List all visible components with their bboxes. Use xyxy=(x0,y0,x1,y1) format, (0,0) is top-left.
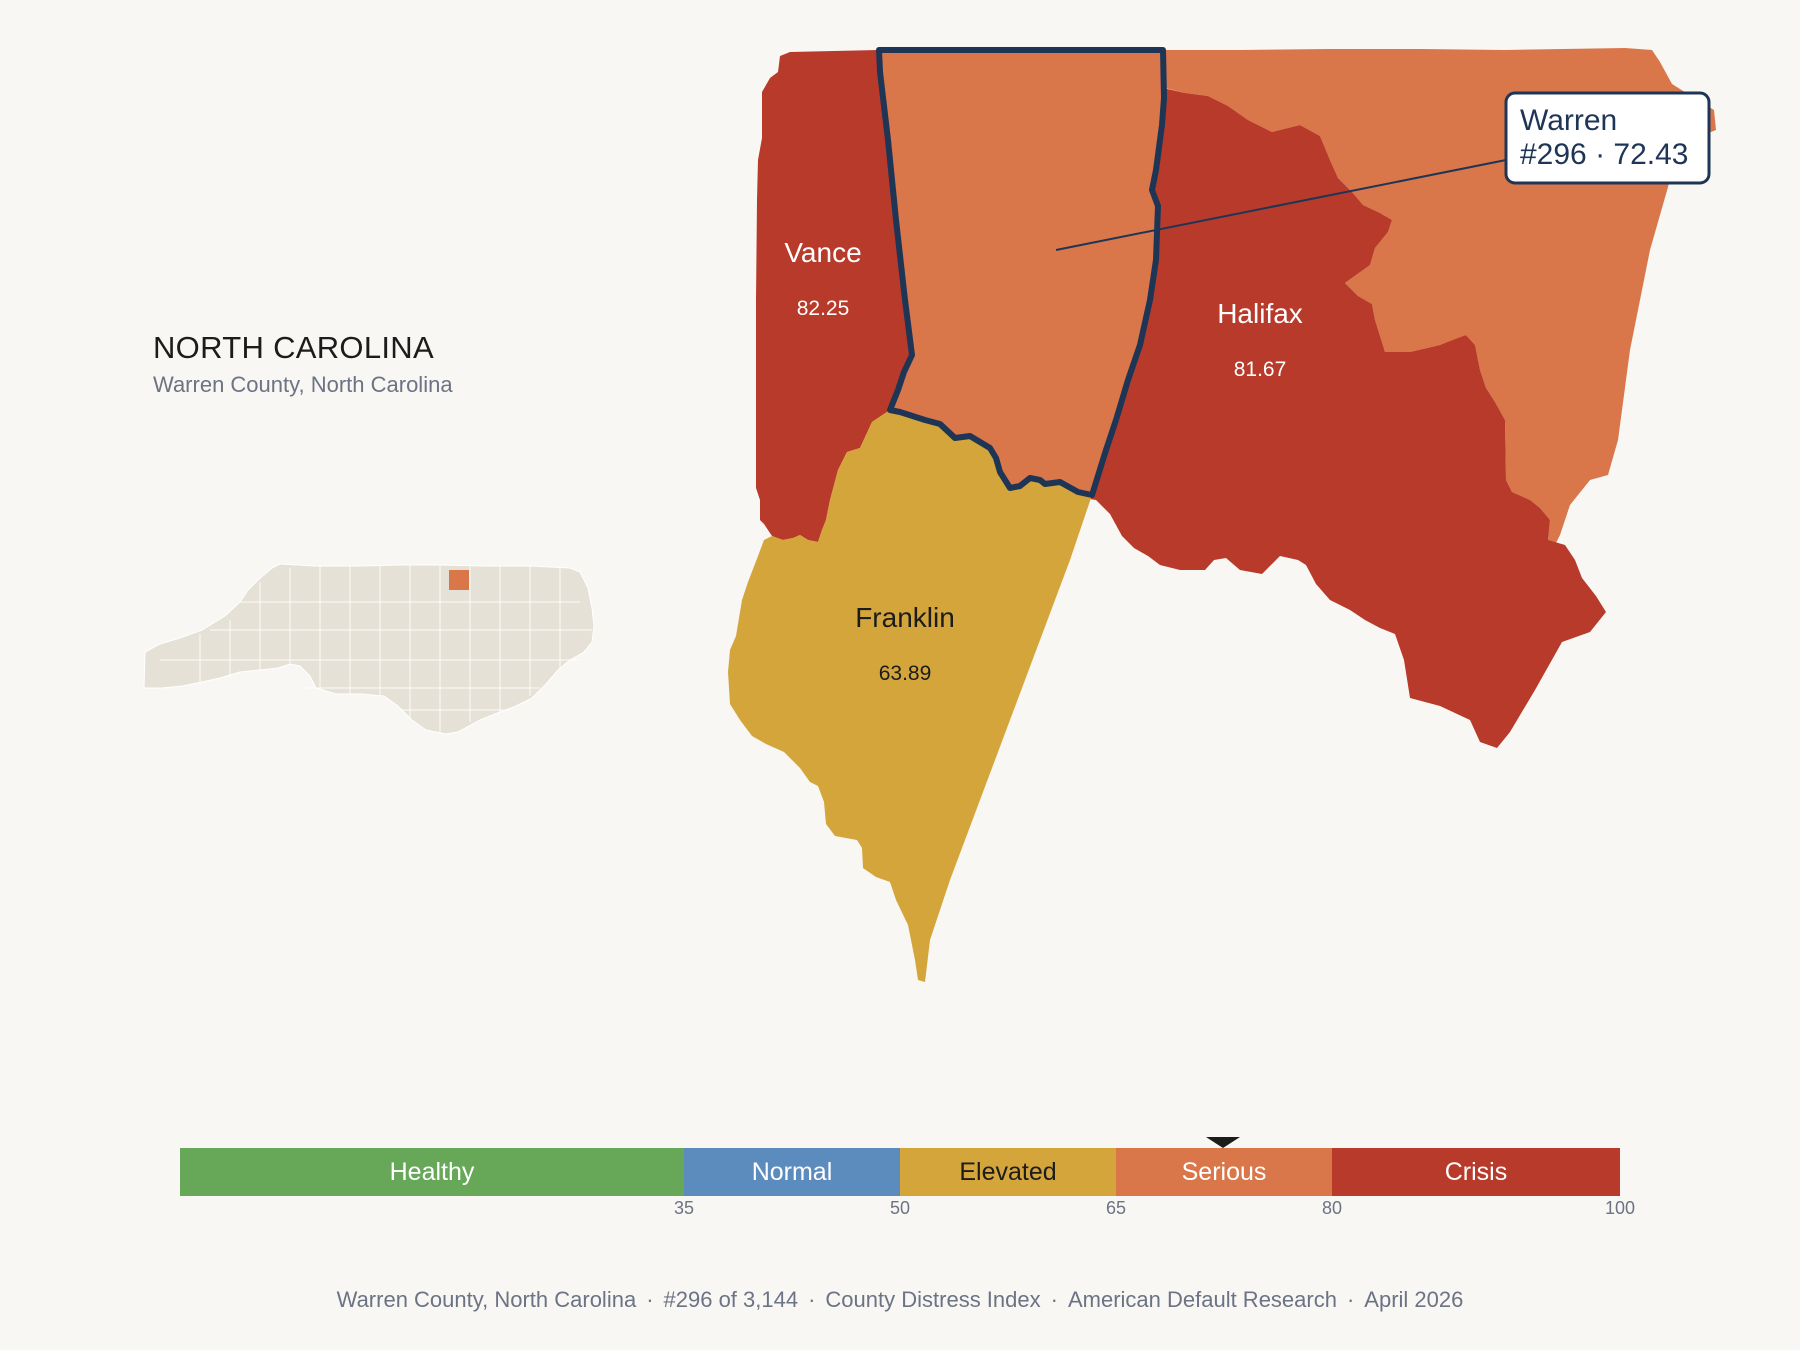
legend-tick-50: 50 xyxy=(889,1198,911,1218)
inset-highlight-county xyxy=(449,570,469,590)
footer-date: April 2026 xyxy=(1364,1287,1464,1312)
callout-box xyxy=(1504,91,1711,185)
regional-county-map: Warren #296 · 72.43 Vance 82.25 Halifax … xyxy=(728,47,1716,982)
legend-tick-35: 35 xyxy=(673,1198,695,1218)
legend-segment-serious: Serious xyxy=(1116,1148,1332,1196)
inset-state-shape xyxy=(143,563,595,735)
county-subtitle: Warren County, North Carolina xyxy=(153,372,453,397)
footer-rank: #296 of 3,144 xyxy=(663,1287,799,1312)
county-franklin[interactable] xyxy=(728,410,1092,982)
footer-separator: · xyxy=(1050,1287,1058,1312)
legend-segment-normal: Normal xyxy=(684,1148,900,1196)
county-score-marker xyxy=(1205,1137,1240,1148)
label-halifax-value: 81.67 xyxy=(1234,358,1287,381)
callout-leader-line xyxy=(1055,159,1507,251)
state-inset-map xyxy=(143,563,595,735)
legend-tick-100: 100 xyxy=(1604,1198,1636,1218)
label-halifax-name: Halifax xyxy=(1217,298,1303,329)
distress-scale-legend: Healthy Normal Elevated Serious Crisis xyxy=(180,1148,1620,1196)
callout-county-name: Warren xyxy=(1520,104,1617,137)
legend-tick-65: 65 xyxy=(1105,1198,1127,1218)
warren-callout: Warren #296 · 72.43 xyxy=(1504,91,1711,185)
county-halifax[interactable] xyxy=(1022,50,1606,748)
callout-rank-value: #296 · 72.43 xyxy=(1520,138,1688,171)
label-franklin-name: Franklin xyxy=(855,602,955,633)
legend-segment-healthy: Healthy xyxy=(180,1148,684,1196)
county-warren[interactable] xyxy=(880,50,1164,495)
footer-location: Warren County, North Carolina xyxy=(336,1287,637,1312)
legend-segment-crisis: Crisis xyxy=(1332,1148,1620,1196)
footer-index-name: County Distress Index xyxy=(825,1287,1041,1312)
state-title: NORTH CAROLINA xyxy=(153,330,434,365)
label-vance-name: Vance xyxy=(784,237,861,268)
label-franklin-value: 63.89 xyxy=(879,662,932,685)
legend-tick-80: 80 xyxy=(1321,1198,1343,1218)
county-vance[interactable] xyxy=(756,50,912,542)
warren-highlight-outline xyxy=(876,47,1167,498)
footer-publisher: American Default Research xyxy=(1067,1287,1337,1312)
footer-separator: · xyxy=(808,1287,816,1312)
footer-credits: Warren County, North Carolina · #296 of 3,… xyxy=(0,1287,1800,1313)
legend-segment-elevated: Elevated xyxy=(900,1148,1116,1196)
footer-separator: · xyxy=(1346,1287,1355,1312)
label-vance-value: 82.25 xyxy=(797,297,850,320)
footer-separator: · xyxy=(646,1287,654,1312)
